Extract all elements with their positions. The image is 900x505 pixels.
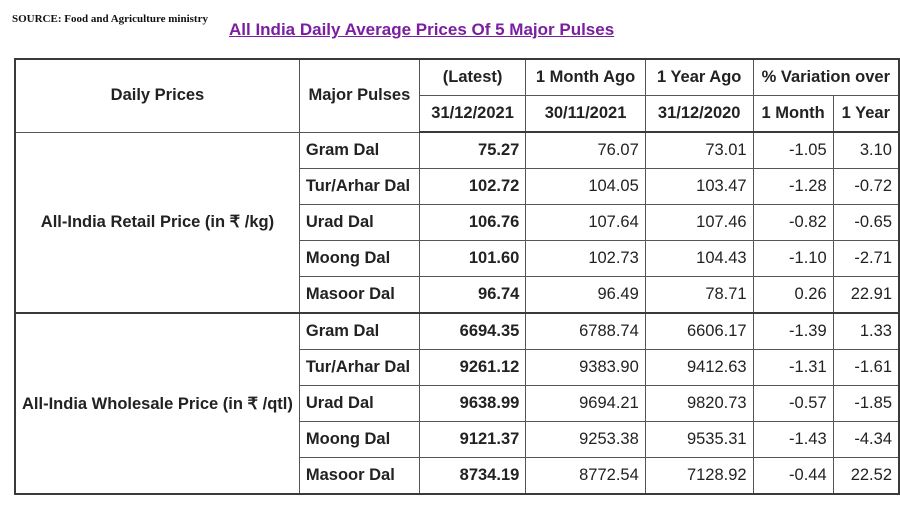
header-date-row: 31/12/2021 30/11/2021 31/12/2020 1 Month… xyxy=(15,95,900,133)
variation-year: 22.91 xyxy=(832,276,900,314)
latest-price: 8734.19 xyxy=(418,457,527,495)
month-ago-price: 6788.74 xyxy=(525,312,646,350)
table-row: Tur/Arhar Dal 102.72 104.05 103.47 -1.28 -0.7… xyxy=(15,168,900,205)
table-row: Tur/Arhar Dal 9261.12 9383.90 9412.63 -1.31-… xyxy=(15,349,900,386)
header-row: Daily Prices Major Pulses (Latest) 1 Mon… xyxy=(14,58,900,133)
header-year-ago: 1 Year Ago xyxy=(644,58,754,96)
variation-month: -0.44 xyxy=(752,457,834,495)
year-ago-price: 107.46 xyxy=(644,204,754,241)
latest-price: 96.74 xyxy=(418,276,527,314)
header-month-ago: 1 Month Ago xyxy=(525,58,646,96)
month-ago-price: 8772.54 xyxy=(525,457,646,495)
year-ago-price: 104.43 xyxy=(644,240,754,277)
latest-price: 75.27 xyxy=(418,131,527,169)
pulse-name: Masoor Dal xyxy=(298,457,420,495)
table-row: Moong Dal 101.60 102.73 104.43 -1.10 -2.71 xyxy=(15,240,900,277)
header-year-ago-date: 31/12/2020 xyxy=(644,95,754,133)
variation-month: -0.57 xyxy=(752,385,834,422)
year-ago-price: 78.71 xyxy=(644,276,754,314)
table-row: All-India Retail Price (in ₹ /kg) Gram Da… xyxy=(14,131,900,314)
latest-price: 6694.35 xyxy=(418,312,527,350)
table-row: Masoor Dal 96.74 96.49 78.71 0.26 22.91 xyxy=(15,276,900,314)
month-ago-price: 96.49 xyxy=(525,276,646,314)
month-ago-price: 9383.90 xyxy=(525,349,646,386)
year-ago-price: 6606.17 xyxy=(644,312,754,350)
pulse-name: Gram Dal xyxy=(298,312,420,350)
pulse-prices-table: Daily Prices Major Pulses (Latest) 1 Mon… xyxy=(14,58,900,495)
variation-month: 0.26 xyxy=(752,276,834,314)
variation-year: 22.52 xyxy=(832,457,900,495)
month-ago-price: 102.73 xyxy=(525,240,646,277)
pulse-name: Urad Dal xyxy=(298,204,420,241)
latest-price: 106.76 xyxy=(418,204,527,241)
table-row: Urad Dal 106.76 107.64 107.46 -0.82 -0.65 xyxy=(15,204,900,241)
header-var-year: 1 Year xyxy=(832,95,900,133)
variation-month: -1.05 xyxy=(752,131,834,169)
latest-price: 9121.37 xyxy=(418,421,527,458)
variation-month: -1.10 xyxy=(752,240,834,277)
source-note: SOURCE: Food and Agriculture ministry xyxy=(12,13,208,25)
table-row: Urad Dal 9638.99 9694.21 9820.73 -0.57 -1.85 xyxy=(15,385,900,422)
header-var-month: 1 Month xyxy=(752,95,834,133)
header-variation: % Variation over xyxy=(752,58,900,96)
year-ago-price: 103.47 xyxy=(644,168,754,205)
page-title[interactable]: All India Daily Average Prices Of 5 Majo… xyxy=(229,20,615,39)
pulse-name: Masoor Dal xyxy=(298,276,420,314)
year-ago-price: 9412.63 xyxy=(644,349,754,386)
pulse-name: Moong Dal xyxy=(298,240,420,277)
header-major-pulses: Major Pulses xyxy=(298,58,420,133)
latest-price: 101.60 xyxy=(418,240,527,277)
price-group-label: All-India Retail Price (in ₹ /kg) xyxy=(14,131,300,314)
variation-year: -1.85 xyxy=(832,385,900,422)
pulse-name: Gram Dal xyxy=(298,131,420,169)
variation-year: 3.10 xyxy=(832,131,900,169)
header-latest: (Latest) xyxy=(418,58,527,96)
header-daily-prices: Daily Prices xyxy=(14,58,300,133)
year-ago-price: 9820.73 xyxy=(644,385,754,422)
month-ago-price: 104.05 xyxy=(525,168,646,205)
table-row: Masoor Dal 8734.19 8772.54 7128.92 -0.44 22.5… xyxy=(15,457,900,495)
variation-year: -0.72 xyxy=(832,168,900,205)
variation-month: -1.43 xyxy=(752,421,834,458)
latest-price: 9261.12 xyxy=(418,349,527,386)
variation-year: -2.71 xyxy=(832,240,900,277)
month-ago-price: 9694.21 xyxy=(525,385,646,422)
table-row: Moong Dal 9121.37 9253.38 9535.31 -1.43 -4.34 xyxy=(15,421,900,458)
month-ago-price: 9253.38 xyxy=(525,421,646,458)
variation-month: -1.31 xyxy=(752,349,834,386)
variation-year: -0.65 xyxy=(832,204,900,241)
table-row: All-India Wholesale Price (in ₹ /qtl) Gra… xyxy=(14,312,900,495)
price-group-label: All-India Wholesale Price (in ₹ /qtl) xyxy=(14,312,300,495)
variation-month: -0.82 xyxy=(752,204,834,241)
pulse-name: Urad Dal xyxy=(298,385,420,422)
pulse-name: Tur/Arhar Dal xyxy=(298,349,420,386)
variation-year: 1.33 xyxy=(832,312,900,350)
year-ago-price: 9535.31 xyxy=(644,421,754,458)
header-month-ago-date: 30/11/2021 xyxy=(525,95,646,133)
latest-price: 102.72 xyxy=(418,168,527,205)
variation-year: -4.34 xyxy=(832,421,900,458)
variation-month: -1.39 xyxy=(752,312,834,350)
variation-year: -1.61 xyxy=(832,349,900,386)
latest-price: 9638.99 xyxy=(418,385,527,422)
pulse-name: Tur/Arhar Dal xyxy=(298,168,420,205)
year-ago-price: 7128.92 xyxy=(644,457,754,495)
variation-month: -1.28 xyxy=(752,168,834,205)
month-ago-price: 107.64 xyxy=(525,204,646,241)
pulse-name: Moong Dal xyxy=(298,421,420,458)
month-ago-price: 76.07 xyxy=(525,131,646,169)
header-latest-date: 31/12/2021 xyxy=(418,95,527,133)
year-ago-price: 73.01 xyxy=(644,131,754,169)
